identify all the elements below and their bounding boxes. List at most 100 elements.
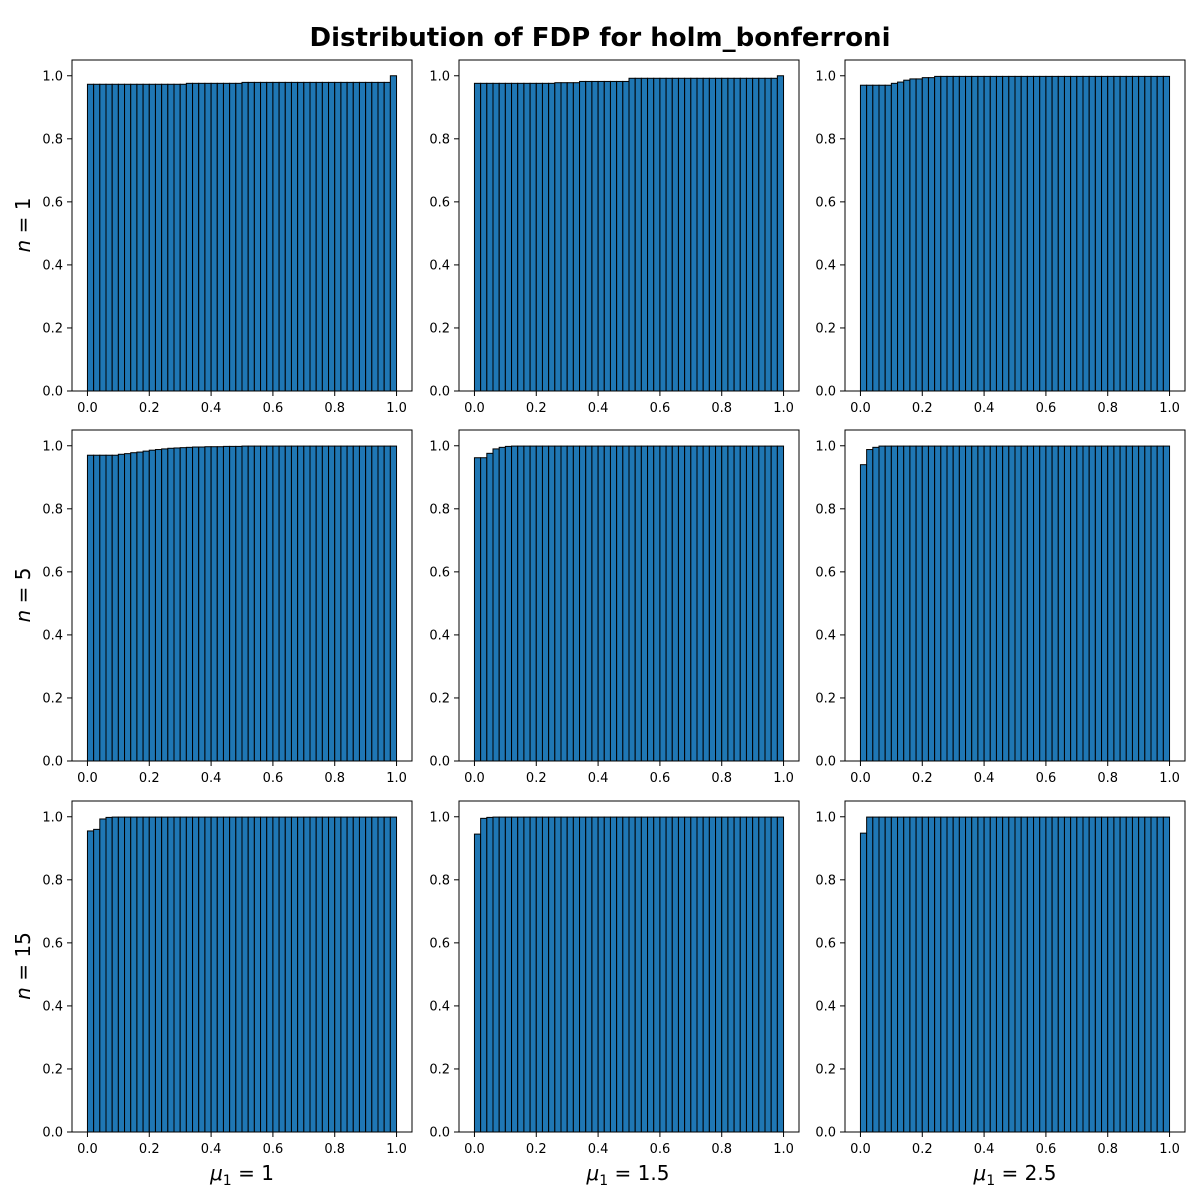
bar bbox=[671, 77, 679, 392]
bar bbox=[321, 81, 330, 392]
y-tick-label: 0.6 bbox=[429, 565, 450, 580]
bar bbox=[365, 816, 373, 1133]
bar bbox=[965, 445, 973, 762]
bar bbox=[721, 816, 729, 1133]
bar bbox=[653, 816, 661, 1133]
y-tick-label: 1.0 bbox=[42, 69, 63, 84]
bar bbox=[154, 449, 163, 762]
y-tick-label: 0.4 bbox=[42, 258, 63, 273]
subplot-1-2: 0.0 0.2 0.4 0.6 0.8 1.0 0.0 0.2 0.4 0.6 0.8 1.0 bbox=[429, 59, 800, 416]
y-tick-label: 0.8 bbox=[429, 502, 450, 517]
axes-frame bbox=[458, 800, 800, 1133]
bar bbox=[266, 445, 274, 762]
bar bbox=[272, 445, 280, 762]
bar bbox=[486, 452, 494, 762]
bar bbox=[260, 445, 268, 762]
bar bbox=[983, 816, 991, 1133]
bar bbox=[915, 816, 923, 1133]
x-tick-label: 0.2 bbox=[526, 771, 547, 786]
bar bbox=[210, 446, 218, 762]
bar bbox=[229, 816, 237, 1133]
bar bbox=[154, 83, 163, 392]
x-tick-label: 0.6 bbox=[650, 1142, 671, 1157]
bar bbox=[665, 445, 673, 762]
bar bbox=[204, 816, 212, 1133]
bars bbox=[859, 445, 1171, 762]
x-tick-label: 1.0 bbox=[1159, 771, 1180, 786]
x-tick-label: 0.0 bbox=[77, 1142, 98, 1157]
bar bbox=[708, 816, 717, 1133]
bar bbox=[690, 445, 698, 762]
x-tick-label: 0.6 bbox=[650, 771, 671, 786]
bar bbox=[86, 83, 95, 392]
y-tick-label: 1.0 bbox=[429, 439, 450, 454]
bar bbox=[897, 816, 905, 1133]
y-tick-label: 0.8 bbox=[815, 502, 836, 517]
bar bbox=[733, 77, 741, 392]
bar bbox=[560, 82, 568, 392]
bar bbox=[560, 445, 568, 762]
bar bbox=[1002, 816, 1010, 1133]
bar bbox=[529, 445, 537, 762]
bar bbox=[473, 457, 482, 762]
bar bbox=[111, 454, 119, 762]
bar bbox=[952, 445, 960, 762]
bar bbox=[915, 78, 923, 392]
bars bbox=[859, 75, 1171, 392]
bar bbox=[597, 816, 605, 1133]
bar bbox=[1008, 816, 1016, 1133]
bar bbox=[173, 447, 181, 762]
bar bbox=[328, 81, 336, 392]
y-tick-label: 0.8 bbox=[429, 873, 450, 888]
bar bbox=[1094, 75, 1103, 392]
bar bbox=[111, 816, 119, 1133]
bar bbox=[1014, 75, 1022, 392]
bar bbox=[124, 453, 132, 762]
bar bbox=[572, 816, 581, 1133]
bar bbox=[1088, 75, 1096, 392]
bar bbox=[1119, 75, 1127, 392]
bar bbox=[371, 81, 379, 392]
y-tick-label: 0.0 bbox=[815, 1126, 836, 1141]
bar bbox=[952, 75, 960, 392]
bar bbox=[934, 445, 942, 762]
bar bbox=[517, 445, 525, 762]
x-tick-label: 1.0 bbox=[386, 401, 407, 416]
bar bbox=[222, 82, 231, 392]
x-tick-label: 0.8 bbox=[1097, 401, 1118, 416]
bar bbox=[216, 446, 224, 762]
bar bbox=[702, 445, 710, 762]
bar bbox=[541, 445, 550, 762]
bar bbox=[130, 816, 138, 1133]
bar bbox=[585, 445, 593, 762]
bar bbox=[1063, 445, 1072, 762]
x-tick-label: 0.8 bbox=[324, 771, 345, 786]
bar bbox=[185, 82, 194, 392]
bar bbox=[921, 445, 929, 762]
x-tick-label: 0.6 bbox=[650, 401, 671, 416]
bar bbox=[253, 816, 262, 1133]
bar bbox=[1162, 75, 1171, 392]
bar bbox=[498, 82, 506, 392]
bar bbox=[585, 80, 593, 392]
bar bbox=[946, 75, 954, 392]
y-tick-label: 0.4 bbox=[815, 999, 836, 1014]
bar bbox=[634, 77, 642, 392]
y-tick-label: 0.0 bbox=[815, 385, 836, 400]
bar bbox=[995, 445, 1004, 762]
bar bbox=[597, 445, 605, 762]
x-tick-label: 1.0 bbox=[773, 771, 794, 786]
x-tick-label: 0.2 bbox=[526, 401, 547, 416]
y-tick-label: 0.6 bbox=[42, 565, 63, 580]
bar bbox=[952, 816, 960, 1133]
x-tick-label: 0.0 bbox=[77, 771, 98, 786]
x-tick-label: 0.8 bbox=[1097, 1142, 1118, 1157]
bar bbox=[715, 816, 723, 1133]
bar bbox=[934, 75, 942, 392]
bar bbox=[995, 75, 1004, 392]
bar bbox=[278, 816, 286, 1133]
bar bbox=[1051, 75, 1059, 392]
bar bbox=[653, 77, 661, 392]
x-tick-label: 0.4 bbox=[201, 1142, 222, 1157]
